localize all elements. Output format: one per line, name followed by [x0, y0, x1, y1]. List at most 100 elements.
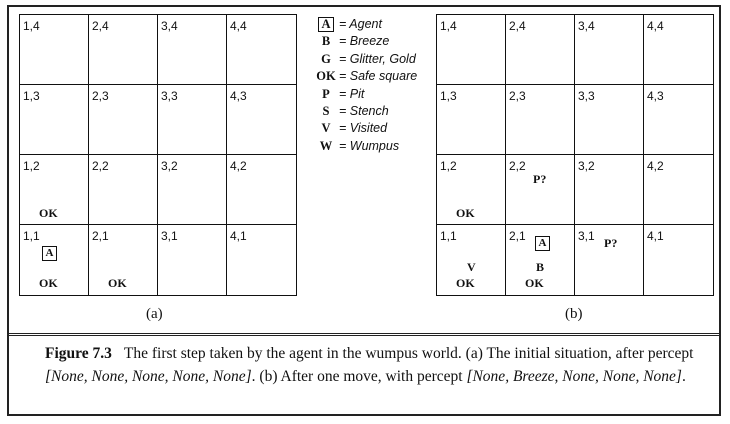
legend-symbol-text: S [322, 103, 330, 118]
grid-a-cell-1-1: 1,1 A OK [20, 225, 89, 295]
cell-coordinate: 3,3 [578, 89, 595, 103]
legend-symbol: G [314, 52, 338, 67]
grid-a-cell-2-4: 2,4 [89, 15, 158, 85]
grid-a-cell-2-2: 2,2 [89, 155, 158, 225]
cell-coordinate: 3,4 [161, 19, 178, 33]
grid-b-cell-3-4: 3,4 [575, 15, 644, 85]
legend-symbol-text: V [321, 121, 331, 136]
grid-b-cell-4-4: 4,4 [644, 15, 713, 85]
grid-b-cell-1-2: 1,2 OK [437, 155, 506, 225]
cell-coordinate: 4,3 [230, 89, 247, 103]
cell-coordinate: 2,1 [92, 229, 109, 243]
grid-a-cell-4-2: 4,2 [227, 155, 296, 225]
grid-b-cell-1-1: 1,1 V OK [437, 225, 506, 295]
grid-b-cell-2-2: 2,2 P? [506, 155, 575, 225]
grid-b-cell-2-4: 2,4 [506, 15, 575, 85]
grid-b: 1,4 2,4 3,4 4,4 1,3 2,3 3,3 4,3 1,2 OK 2,2 P? 3,2 4,2… [436, 14, 714, 296]
legend-meaning: = Pit [339, 86, 365, 101]
safe-mark: OK [108, 276, 127, 290]
legend-symbol-text: OK [316, 69, 336, 84]
grid-b-cell-3-2: 3,2 [575, 155, 644, 225]
grid-a-cell-1-4: 1,4 [20, 15, 89, 85]
cell-coordinate: 4,4 [230, 19, 247, 33]
cell-coordinate: 2,3 [92, 89, 109, 103]
cell-coordinate: 1,1 [440, 229, 457, 243]
legend-meaning: = Stench [339, 103, 389, 118]
grid-a-cell-4-3: 4,3 [227, 85, 296, 155]
visited-mark: V [467, 260, 476, 274]
cell-coordinate: 1,4 [440, 19, 457, 33]
cell-coordinate: 4,1 [647, 229, 664, 243]
legend: A = Agent B = Breeze G = Glitter, Gold OK = Saf… [314, 17, 432, 156]
cell-coordinate: 3,2 [578, 159, 595, 173]
safe-mark: OK [456, 276, 475, 290]
legend-meaning: = Safe square [339, 69, 418, 84]
safe-mark: OK [456, 206, 475, 220]
grid-b-cell-2-3: 2,3 [506, 85, 575, 155]
caption-text-3: . [681, 367, 686, 385]
grid-a-cell-3-2: 3,2 [158, 155, 227, 225]
legend-row: P = Pit [314, 87, 432, 104]
legend-symbol-text: W [319, 138, 333, 153]
cell-coordinate: 3,2 [161, 159, 178, 173]
legend-symbol-text: A [318, 17, 334, 32]
cell-coordinate: 4,2 [230, 159, 247, 173]
grid-a-cell-4-1: 4,1 [227, 225, 296, 295]
grid-b-cell-3-1: 3,1 P? [575, 225, 644, 295]
figure-frame [7, 5, 721, 416]
caption-text-2: . (b) After one move, with percept [251, 367, 467, 385]
grid-a-cell-1-2: 1,2 OK [20, 155, 89, 225]
safe-mark: OK [525, 276, 544, 290]
cell-coordinate: 1,2 [440, 159, 457, 173]
cell-coordinate: 4,2 [647, 159, 664, 173]
legend-row: A = Agent [314, 17, 432, 34]
legend-symbol-text: G [321, 51, 331, 66]
legend-row: G = Glitter, Gold [314, 52, 432, 69]
cell-coordinate: 1,2 [23, 159, 40, 173]
possible-pit-mark: P? [533, 172, 547, 186]
legend-meaning: = Visited [339, 121, 388, 136]
cell-coordinate: 4,4 [647, 19, 664, 33]
legend-symbol: A [314, 17, 338, 32]
grid-b-cell-2-1: 2,1 A B OK [506, 225, 575, 295]
grid-b-cell-1-4: 1,4 [437, 15, 506, 85]
legend-symbol: OK [314, 69, 338, 84]
grid-b-cell-1-3: 1,3 [437, 85, 506, 155]
caption-percept-1: [None, None, None, None, None] [45, 367, 252, 385]
legend-symbol: S [314, 104, 338, 119]
grid-b-cell-4-1: 4,1 [644, 225, 713, 295]
grid-a-cell-1-3: 1,3 [20, 85, 89, 155]
cell-coordinate: 3,1 [578, 229, 595, 243]
legend-symbol: P [314, 87, 338, 102]
grid-a-label: (a) [146, 306, 163, 322]
caption-percept-2: [None, Breeze, None, None, None] [466, 367, 682, 385]
breeze-mark: B [536, 260, 545, 274]
figure-number: Figure 7.3 [45, 345, 112, 362]
agent-mark: A [42, 246, 57, 261]
cell-coordinate: 3,1 [161, 229, 178, 243]
possible-pit-mark: P? [604, 236, 618, 250]
legend-symbol: V [314, 121, 338, 136]
figure-caption: Figure 7.3 The first step taken by the ag… [45, 343, 705, 388]
cell-coordinate: 3,3 [161, 89, 178, 103]
grid-b-cell-4-2: 4,2 [644, 155, 713, 225]
cell-coordinate: 2,1 [509, 229, 526, 243]
grid-a-cell-2-1: 2,1 OK [89, 225, 158, 295]
cell-coordinate: 2,4 [509, 19, 526, 33]
cell-coordinate: 4,1 [230, 229, 247, 243]
grid-b-cell-3-3: 3,3 [575, 85, 644, 155]
legend-meaning: = Agent [339, 17, 382, 31]
legend-meaning: = Wumpus [339, 138, 400, 153]
grid-a: 1,4 2,4 3,4 4,4 1,3 2,3 3,3 4,3 1,2 OK 2,2 3,2 4,2 1,… [19, 14, 297, 296]
legend-symbol: W [314, 139, 338, 154]
grid-a-cell-3-3: 3,3 [158, 85, 227, 155]
cell-coordinate: 1,4 [23, 19, 40, 33]
legend-symbol-text: P [322, 86, 330, 101]
grid-b-label: (b) [565, 306, 583, 322]
cell-coordinate: 3,4 [578, 19, 595, 33]
legend-row: B = Breeze [314, 34, 432, 51]
cell-coordinate: 4,3 [647, 89, 664, 103]
caption-divider [7, 333, 721, 336]
safe-mark: OK [39, 276, 58, 290]
legend-meaning: = Breeze [339, 34, 390, 49]
